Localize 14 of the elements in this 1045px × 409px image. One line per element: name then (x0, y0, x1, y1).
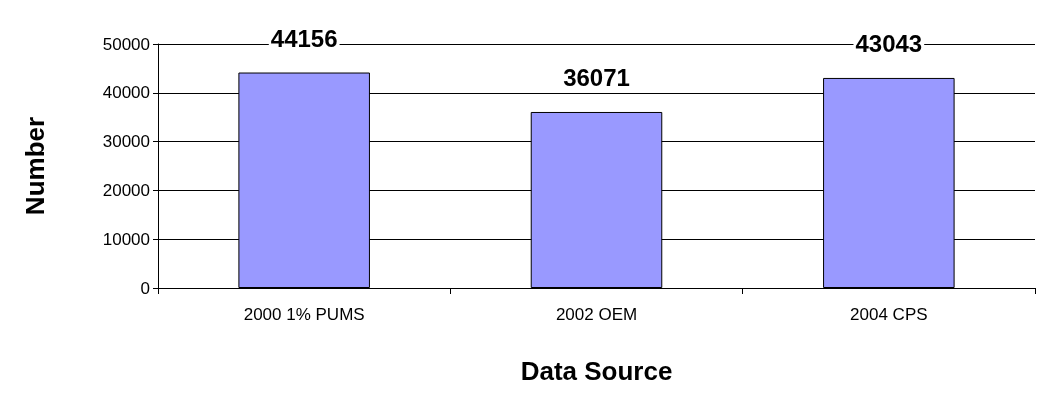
y-tick-label: 0 (140, 278, 150, 298)
x-tick-label: 2000 1% PUMS (243, 305, 365, 324)
y-tick-label: 30000 (102, 132, 150, 152)
data-label: 36071 (563, 64, 630, 92)
data-label: 44156 (270, 25, 338, 53)
y-axis-title: Number (20, 116, 50, 216)
data-label: 43043 (855, 30, 923, 58)
y-tick-label: 20000 (102, 180, 150, 200)
x-tick-label: 2002 OEM (555, 305, 638, 324)
x-axis-title: Data Source (520, 356, 673, 386)
x-tick-label: 2004 CPS (850, 305, 928, 324)
y-tick-label: 40000 (102, 83, 150, 103)
y-tick-label: 10000 (102, 229, 150, 249)
y-tick-label: 50000 (102, 34, 150, 54)
